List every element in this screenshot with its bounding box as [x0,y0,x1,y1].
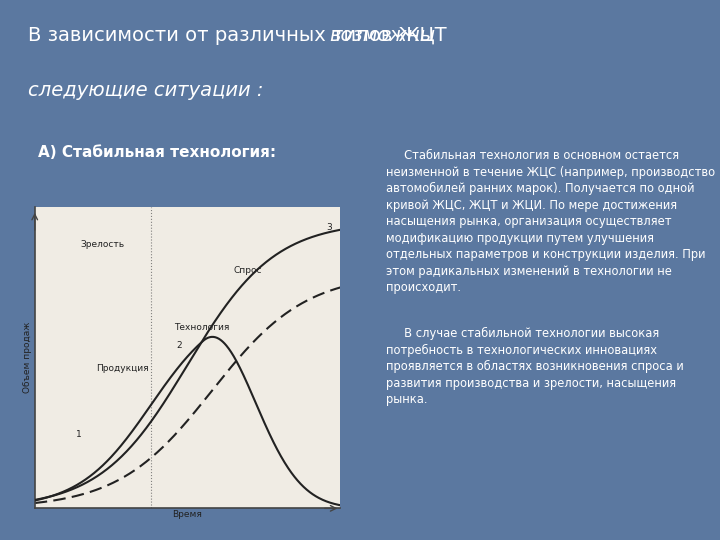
Text: А) Стабильная технология:: А) Стабильная технология: [38,145,276,160]
Text: следующие ситуации :: следующие ситуации : [28,82,264,100]
Text: возможны: возможны [330,26,436,45]
Text: В случае стабильной технологии высокая потребность в технологических инновациях : В случае стабильной технологии высокая п… [387,327,684,406]
Text: В зависимости от различных типов ЖЦТ: В зависимости от различных типов ЖЦТ [28,26,454,45]
Text: Стабильная технология в основном остается неизменной в течение ЖЦС (например, пр: Стабильная технология в основном остаетс… [387,149,716,294]
